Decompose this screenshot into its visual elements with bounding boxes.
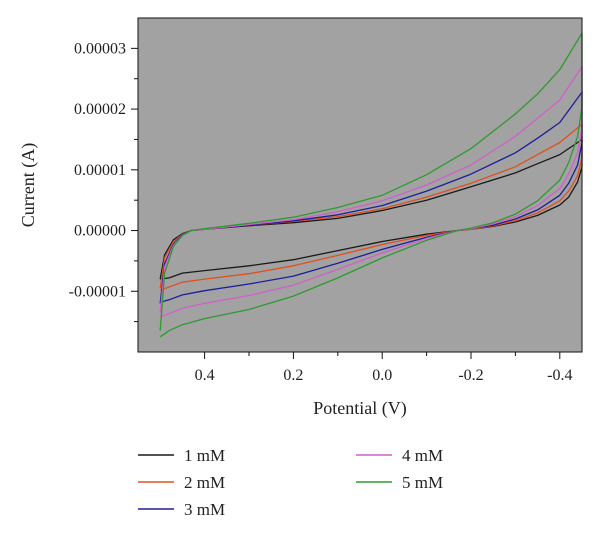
legend-label-5: 5 mM xyxy=(402,473,443,492)
x-tick-label: 0.0 xyxy=(372,367,392,384)
x-tick-label: -0.2 xyxy=(458,367,483,384)
plot-frame xyxy=(137,17,583,353)
legend-label-1: 1 mM xyxy=(184,446,225,465)
x-tick-label: -0.4 xyxy=(547,367,572,384)
legend-label-3: 3 mM xyxy=(184,500,225,519)
y-tick-label: 0.00000 xyxy=(74,223,126,240)
series-line-4 xyxy=(159,65,583,318)
x-tick-label: 0.2 xyxy=(283,367,303,384)
y-tick-label: 0.00002 xyxy=(74,101,126,118)
y-axis-ticks: -0.00001 0.00000 0.00001 0.00002 0.00003 xyxy=(69,40,138,323)
legend-label-4: 4 mM xyxy=(402,446,443,465)
plot-background xyxy=(138,18,582,352)
series-line-5 xyxy=(159,32,583,338)
y-axis-title: Current (A) xyxy=(18,143,39,227)
series-layer xyxy=(159,32,583,338)
y-tick-label: 0.00003 xyxy=(74,40,126,57)
x-axis-title: Potential (V) xyxy=(313,398,406,419)
y-tick-label: -0.00001 xyxy=(69,283,126,300)
legend: 1 mM 2 mM 3 mM 4 mM 5 mM xyxy=(138,446,443,519)
x-axis-ticks: 0.4 0.2 0.0 -0.2 -0.4 xyxy=(195,352,572,384)
y-tick-label: 0.00001 xyxy=(74,162,126,179)
legend-label-2: 2 mM xyxy=(184,473,225,492)
x-tick-label: 0.4 xyxy=(195,367,215,384)
